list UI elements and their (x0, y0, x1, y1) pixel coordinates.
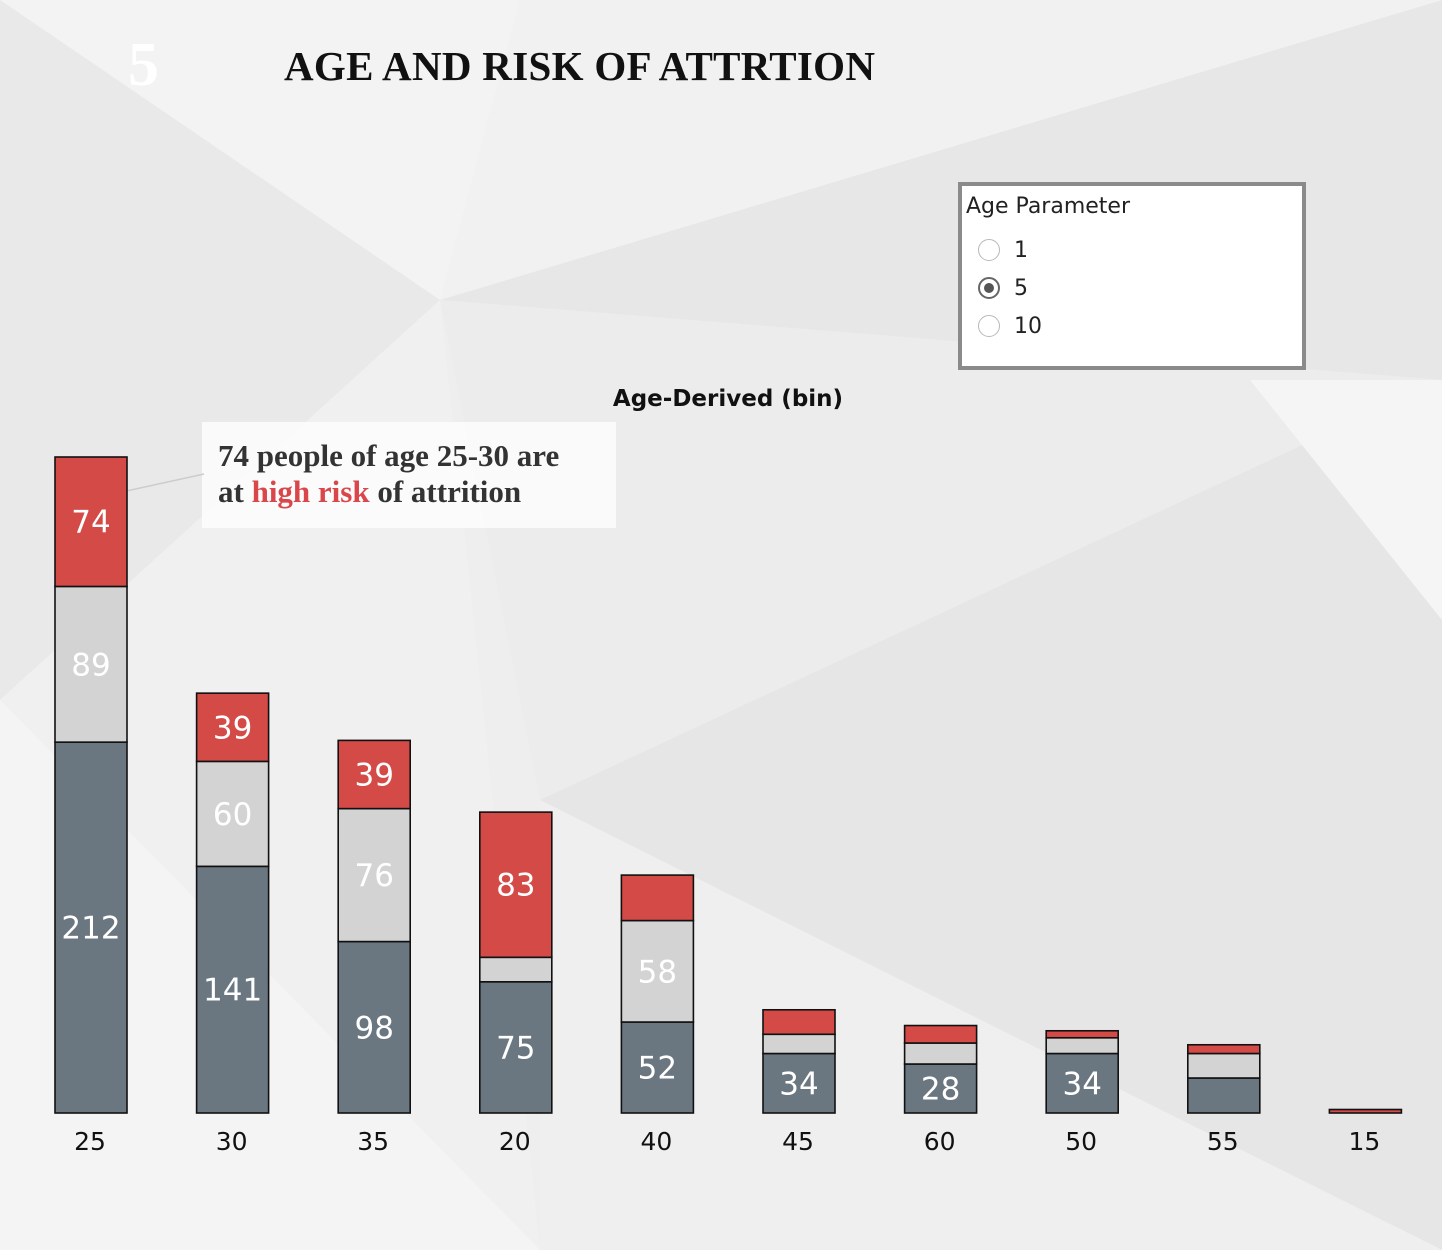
x-tick-label: 55 (1207, 1127, 1239, 1156)
bar-segment[interactable] (195, 865, 270, 1114)
bar-data-label: 34 (779, 1066, 818, 1102)
bar-segment[interactable] (762, 1033, 836, 1055)
age-parameter-option-1[interactable]: 1 (978, 234, 1028, 266)
x-tick-label: 25 (74, 1127, 106, 1156)
age-parameter-option-label: 5 (1014, 275, 1028, 301)
bar-data-label: 98 (354, 1010, 393, 1046)
x-tick-label: 60 (924, 1127, 956, 1156)
annotation-line2-suffix: of attrition (369, 474, 522, 509)
bar-data-label: 76 (354, 858, 393, 894)
bar-segment[interactable] (1045, 1036, 1119, 1055)
annotation-leader-line (121, 473, 205, 493)
bar-segment[interactable] (1045, 1052, 1119, 1114)
bar-segment[interactable] (54, 456, 128, 588)
x-tick-label: 40 (640, 1127, 672, 1156)
x-axis-title: Age-Derived (bin) (612, 386, 844, 412)
bar-group-25[interactable]: 212 89 74 (54, 456, 128, 1114)
annotation-line1: 74 people of age 25-30 are (218, 438, 560, 473)
radio-button-icon[interactable] (978, 239, 1000, 261)
bar-segment[interactable] (1328, 1108, 1403, 1114)
bar-data-label: 74 (71, 505, 110, 541)
page-title: AGE AND RISK OF ATTRTION (284, 43, 876, 89)
bar-data-label: 52 (638, 1051, 677, 1087)
bar-group-40[interactable]: 52 58 (620, 874, 695, 1114)
bar-data-label: 212 (61, 911, 120, 947)
age-parameter-option-10[interactable]: 10 (978, 310, 1042, 342)
x-tick-label: 15 (1348, 1127, 1380, 1156)
x-tick-label: 50 (1065, 1127, 1097, 1156)
age-parameter-option-5[interactable]: 5 (978, 272, 1028, 304)
bar-segment[interactable] (54, 741, 128, 1114)
annotation-highlight: high risk (251, 474, 370, 509)
bar-segment[interactable] (1187, 1052, 1261, 1079)
bar-segment[interactable] (620, 1021, 695, 1114)
x-tick-label: 20 (499, 1127, 531, 1156)
age-parameter-option-label: 10 (1014, 313, 1042, 339)
bar-group-55[interactable] (1187, 1043, 1261, 1114)
annotation-text: 74 people of age 25-30 are at high risk … (218, 438, 608, 510)
bar-segment[interactable] (54, 585, 128, 743)
bar-segment[interactable] (337, 739, 412, 810)
bar-segment[interactable] (1187, 1043, 1261, 1055)
age-parameter-label: Age Parameter (966, 194, 1131, 219)
bar-data-label: 34 (1062, 1066, 1101, 1102)
bar-group-60[interactable]: 28 (903, 1024, 978, 1114)
bar-segment[interactable] (1187, 1077, 1261, 1114)
bar-group-15[interactable] (1328, 1108, 1403, 1114)
bar-data-label: 60 (213, 797, 252, 833)
x-tick-label: 35 (357, 1127, 389, 1156)
bar-segment[interactable] (1045, 1029, 1119, 1039)
bar-data-label: 39 (213, 710, 252, 746)
bar-data-label: 89 (71, 647, 110, 683)
bar-data-label: 83 (496, 868, 535, 904)
bar-segment[interactable] (903, 1042, 978, 1065)
bar-data-label: 28 (921, 1072, 960, 1108)
bar-segment[interactable] (620, 874, 695, 922)
bar-group-30[interactable]: 141 60 39 (195, 692, 270, 1114)
x-tick-label: 45 (782, 1127, 814, 1156)
bar-segment[interactable] (903, 1024, 978, 1044)
bar-segment[interactable] (337, 807, 412, 943)
bar-group-35[interactable]: 98 76 39 (337, 739, 412, 1114)
bar-segment[interactable] (195, 692, 270, 763)
age-parameter-filter: Age Parameter 1 5 10 (958, 182, 1306, 370)
bar-data-label: 39 (354, 758, 393, 794)
bar-segment[interactable] (620, 919, 695, 1023)
bar-segment[interactable] (337, 940, 412, 1114)
bar-group-50[interactable]: 34 (1045, 1029, 1119, 1114)
bar-segment[interactable] (478, 811, 553, 959)
bar-group-20[interactable]: 75 83 (478, 811, 553, 1114)
bar-segment[interactable] (478, 980, 553, 1114)
bar-data-label: 75 (496, 1030, 535, 1066)
x-tick-label: 30 (216, 1127, 248, 1156)
page-number: 5 (128, 31, 159, 99)
bar-data-label: 58 (638, 954, 677, 990)
radio-button-icon[interactable] (978, 315, 1000, 337)
bar-group-45[interactable]: 34 (762, 1008, 836, 1114)
bar-segment[interactable] (762, 1008, 836, 1036)
radio-button-icon[interactable] (978, 277, 1000, 299)
bar-segment[interactable] (478, 956, 553, 983)
bar-data-label: 141 (203, 973, 262, 1009)
annotation-line2-prefix: at (218, 474, 252, 509)
annotation-callout: 74 people of age 25-30 are at high risk … (202, 422, 616, 528)
age-parameter-option-label: 1 (1014, 237, 1028, 263)
